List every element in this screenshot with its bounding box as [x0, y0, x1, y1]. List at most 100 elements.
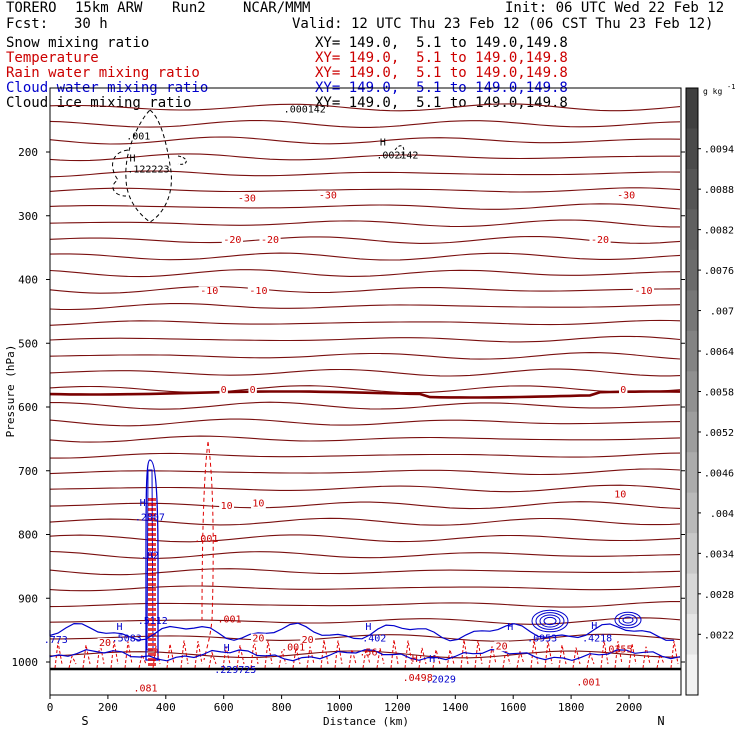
x-tick-label: 200: [98, 701, 118, 714]
label-knockout: [632, 286, 655, 297]
model-resolution: 15km ARW: [75, 0, 143, 16]
cloud-water-ring: [614, 611, 642, 629]
annotation-label: .001: [576, 678, 600, 689]
rain-streak: [203, 441, 214, 661]
isotherm-line: [49, 335, 681, 343]
annotation-label: H: [591, 621, 597, 632]
label-knockout: [619, 384, 628, 395]
freezing-level-line: [49, 390, 681, 399]
cloud-ice-contour: [112, 149, 129, 197]
cloud-water-ring: [535, 612, 565, 630]
annotation-label: -10: [634, 286, 652, 297]
org-label: NCAR/MMM: [243, 0, 311, 16]
isotherm-line: [50, 633, 681, 642]
label-knockout: [198, 286, 220, 297]
annotation-label: H: [380, 138, 386, 149]
label-knockout: [251, 633, 266, 644]
label-knockout: [494, 641, 510, 652]
x-axis-north: N: [657, 714, 664, 728]
label-knockout: [221, 235, 243, 246]
isotherm-line: [49, 136, 681, 145]
annotation-label: .2807: [135, 512, 165, 523]
annotation-label: 20: [302, 635, 314, 646]
label-knockout: [219, 501, 234, 511]
label-knockout: [219, 384, 228, 395]
x-axis-title: Distance (km): [323, 715, 409, 728]
annotation-label: .0953: [527, 634, 557, 645]
cloud-ice-contour: [125, 109, 172, 223]
colorbar-label: .0034: [704, 549, 734, 560]
annotation-label: .4218: [582, 634, 612, 645]
annotation-label: 0: [620, 385, 626, 396]
colorbar-swatch: [686, 452, 698, 494]
isotherm-line: [49, 219, 680, 228]
colorbar-unit-exponent: -1: [727, 83, 735, 91]
y-tick-label: 200: [18, 146, 38, 159]
annotation-label: .0498: [403, 673, 433, 684]
cloud-water-ring: [618, 614, 638, 626]
isotherm-line: [49, 468, 681, 476]
colorbar: .0094 .0088 .0082 .0076 .007 .0064 .0058 .0052.…: [685, 83, 735, 696]
boundary-cloud-water: [49, 648, 681, 662]
x-tick-label: 600: [214, 701, 234, 714]
temperature-contours: [49, 103, 681, 671]
annotation-label: .002142: [376, 150, 418, 161]
isotherm-line: [49, 269, 681, 278]
legend-cloudice-name: Cloud ice mixing ratio: [6, 95, 192, 111]
colorbar-label: .007: [710, 307, 734, 318]
isotherm-line: [49, 418, 681, 427]
colorbar-swatch: [686, 209, 698, 251]
plot-frame: [49, 87, 682, 696]
colorbar-label: .0088: [704, 185, 734, 196]
annotation-label: H: [507, 622, 513, 633]
colorbar-swatch: [686, 492, 698, 534]
isotherm-line: [49, 352, 681, 360]
label-knockout: [248, 384, 257, 395]
annotation-label: -20: [223, 235, 241, 246]
isotherm-line: [49, 285, 681, 294]
annotation-label: 0: [250, 385, 256, 396]
boundary-rain: [54, 639, 679, 669]
colorbar-swatch: [686, 614, 698, 656]
annotation-label: .0355: [602, 644, 632, 655]
colorbar-label: .0046: [704, 468, 734, 479]
colorbar-swatch: [686, 330, 698, 372]
run-label: Run2: [172, 0, 206, 16]
y-tick-label: 1000: [12, 656, 39, 669]
colorbar-swatch: [686, 573, 698, 615]
y-tick-label: 600: [18, 401, 38, 414]
colorbar-swatch: [686, 411, 698, 453]
annotation-label: 20: [252, 634, 264, 645]
colorbar-label: .0028: [704, 590, 734, 601]
annotation-label: .001: [281, 643, 305, 654]
isotherm-line: [49, 385, 681, 394]
isotherm-line: [49, 119, 681, 128]
annotation-label: -10: [249, 286, 267, 297]
annotation-label: H: [412, 654, 418, 665]
annotation-label: .229725: [214, 665, 256, 676]
annotation-label: .402: [362, 634, 386, 645]
legend-temp-xy: XY= 149.0, 5.1 to 149.0,149.8: [315, 50, 568, 66]
isotherm-line: [49, 484, 681, 493]
isotherm-line: [49, 534, 681, 543]
isotherm-line: [49, 187, 681, 193]
label-knockout: [589, 235, 611, 246]
isotherm-line: [49, 435, 681, 443]
annotation-label: .001: [217, 614, 241, 625]
isotherm-line: [49, 303, 681, 311]
label-knockout: [251, 498, 266, 509]
annotation-label: H: [224, 643, 230, 654]
colorbar-swatch: [686, 249, 698, 291]
annotation-label: 10: [614, 490, 626, 501]
x-tick-label: 800: [272, 701, 292, 714]
colorbar-swatch: [686, 371, 698, 413]
forecast-hour: 30 h: [74, 16, 108, 32]
isotherm-line: [50, 401, 681, 410]
label-knockout: [247, 286, 270, 297]
y-tick-label: 900: [18, 592, 38, 605]
colorbar-swatch: [686, 533, 698, 575]
annotation-label: 20: [496, 641, 508, 652]
annotation-label: .2029: [426, 674, 456, 685]
isotherm-line: [49, 585, 681, 592]
